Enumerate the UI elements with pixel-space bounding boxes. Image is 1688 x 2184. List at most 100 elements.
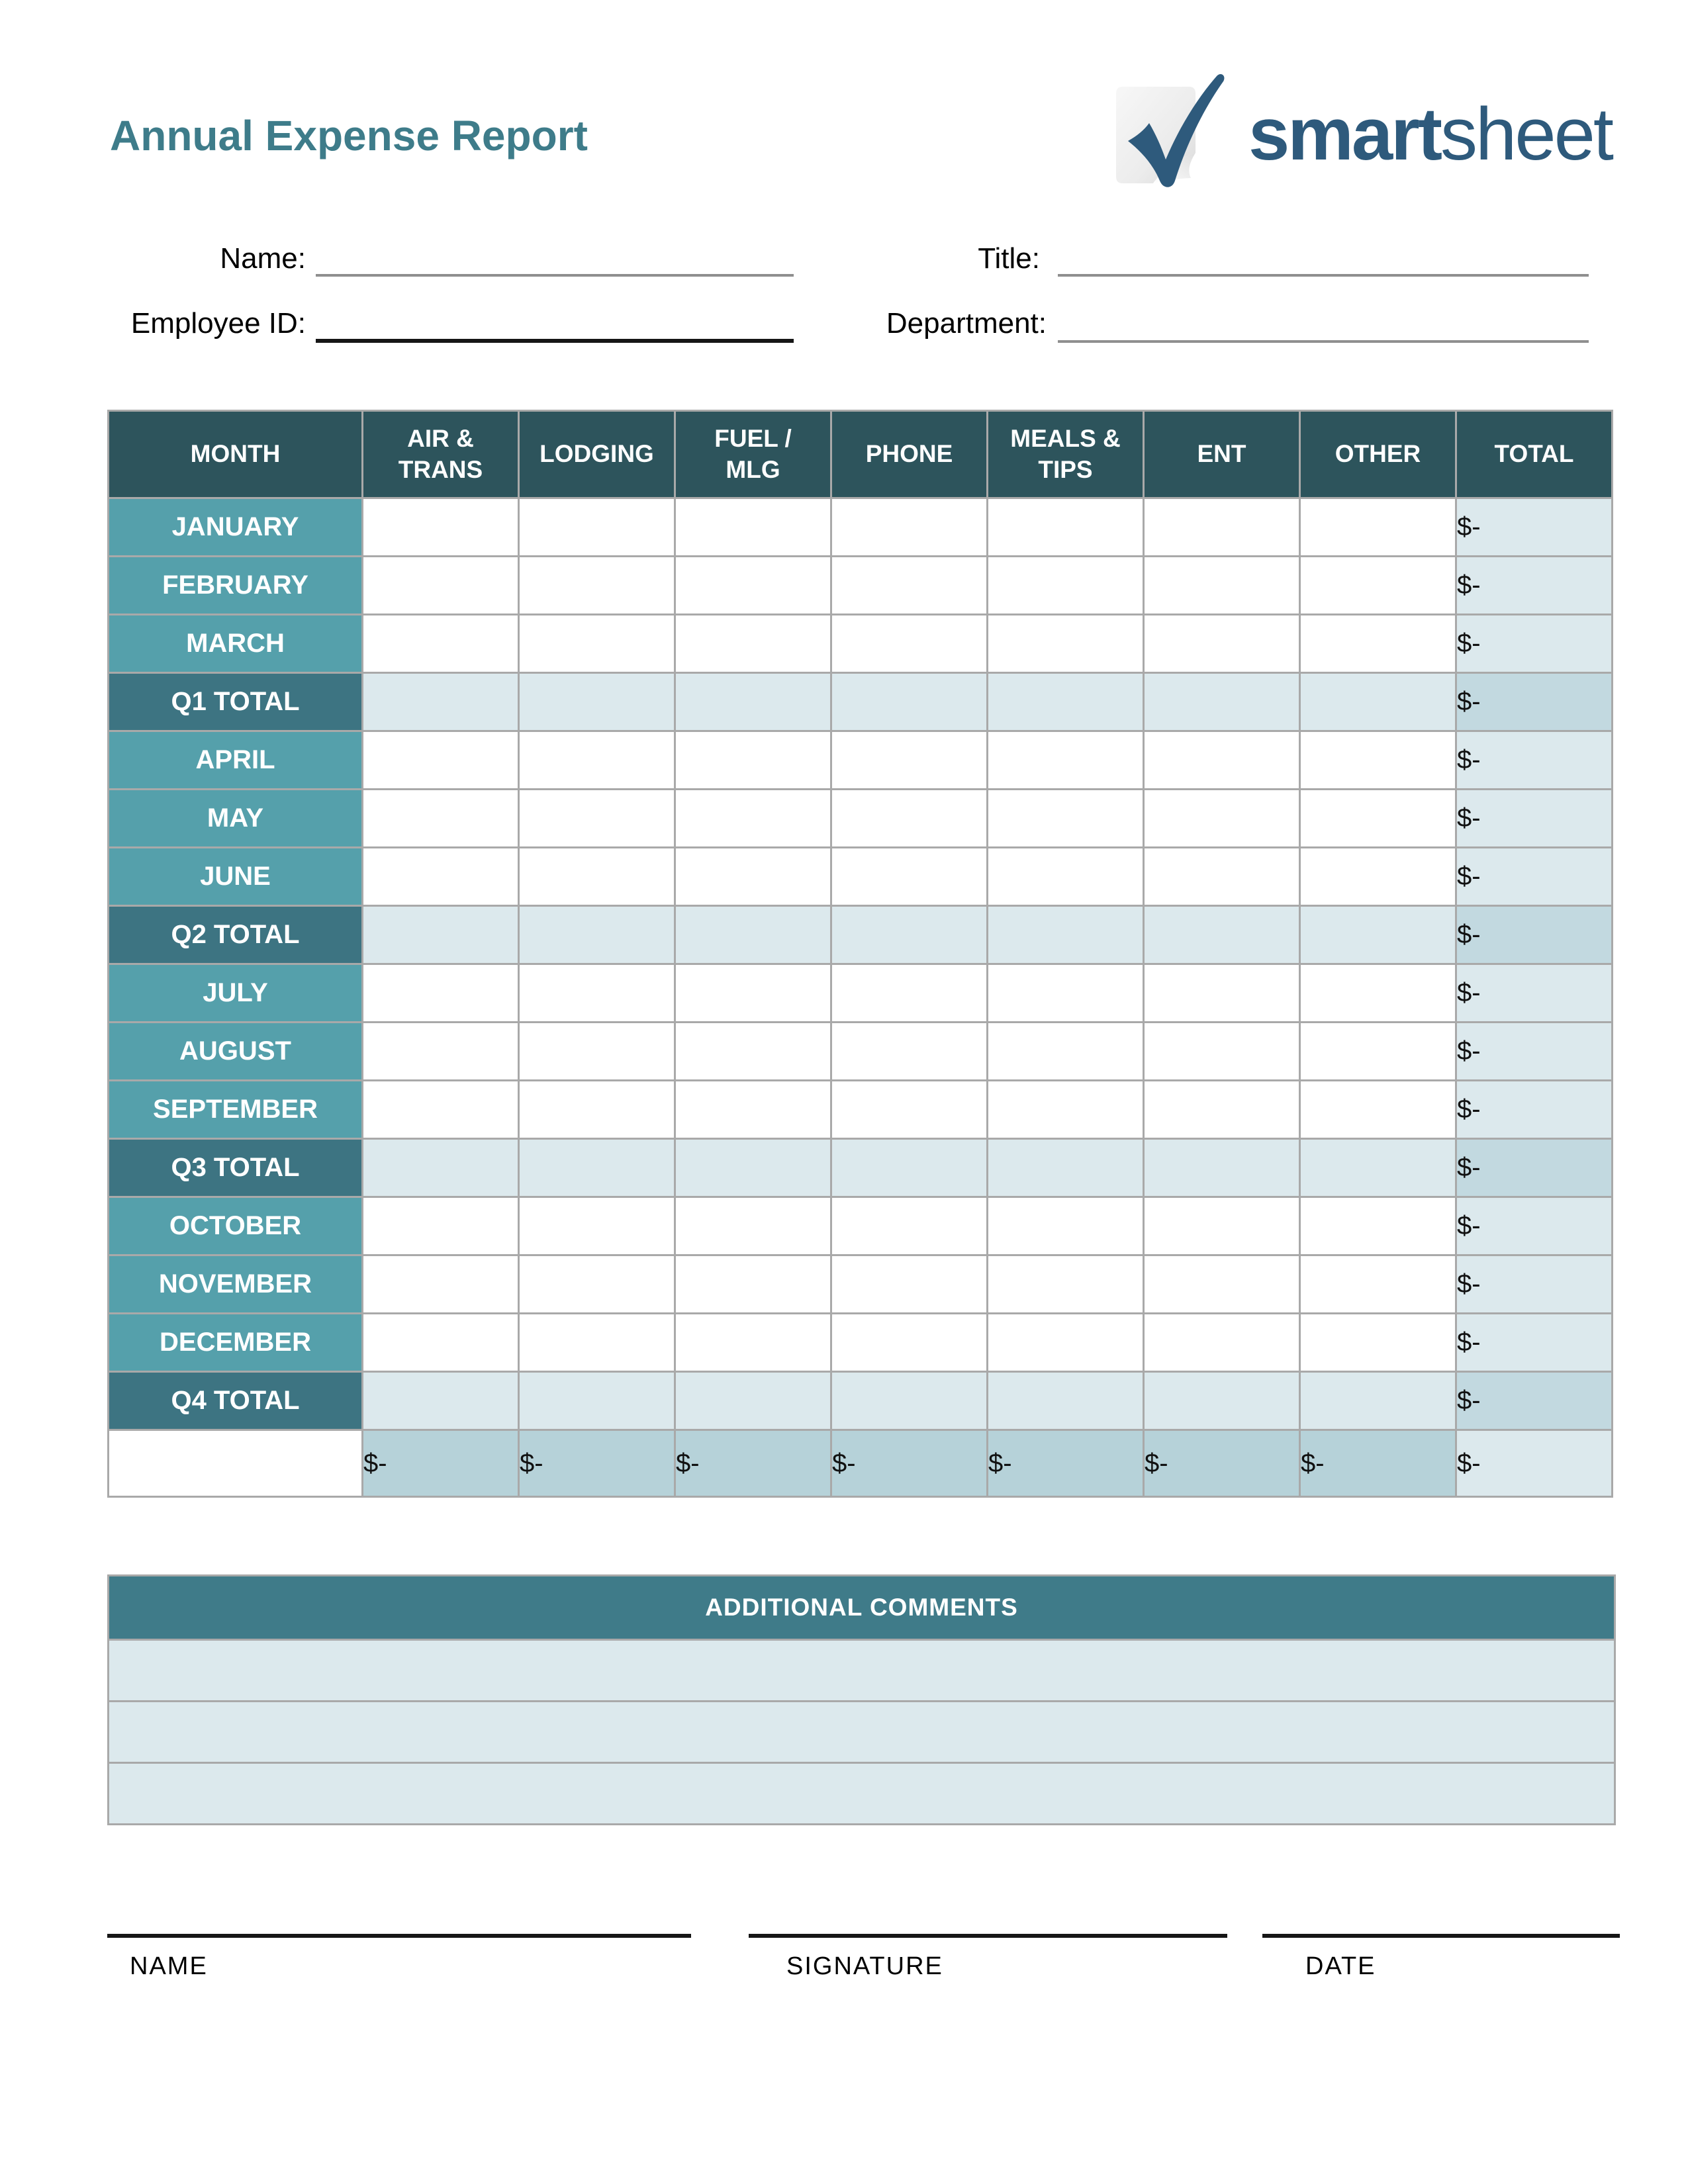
expense-input-cell[interactable] [986,963,1145,1023]
expense-input-cell[interactable] [986,1079,1145,1140]
expense-input-cell[interactable] [1143,1079,1301,1140]
expense-input-cell[interactable] [1143,614,1301,674]
expense-input-cell[interactable] [518,1196,676,1256]
expense-input-cell[interactable] [830,788,988,848]
expense-input-cell[interactable] [1299,497,1457,557]
expense-input-cell[interactable] [1143,846,1301,907]
expense-input-cell[interactable] [1143,730,1301,790]
expense-input-cell[interactable] [830,1196,988,1256]
expense-input-cell[interactable] [518,846,676,907]
expense-input-cell[interactable] [1143,1021,1301,1081]
expense-input-cell[interactable] [518,1254,676,1314]
expense-input-cell[interactable] [674,614,832,674]
expense-input-cell[interactable] [830,1312,988,1373]
signature-signature-line[interactable] [749,1934,1227,1938]
expense-input-cell[interactable] [1299,1079,1457,1140]
expense-input-cell[interactable] [1143,1254,1301,1314]
expense-input-cell[interactable] [830,846,988,907]
expense-input-cell[interactable] [1143,497,1301,557]
expense-input-cell[interactable] [986,1312,1145,1373]
expense-input-cell[interactable] [674,1312,832,1373]
expense-input-cell[interactable] [674,1254,832,1314]
expense-input-cell[interactable] [518,614,676,674]
expense-input-cell[interactable] [830,730,988,790]
expense-input-cell[interactable] [361,1021,520,1081]
expense-input-cell[interactable] [674,1079,832,1140]
expense-input-cell[interactable] [361,1196,520,1256]
expense-input-cell[interactable] [361,614,520,674]
expense-input-cell[interactable] [830,1254,988,1314]
expense-input-cell[interactable] [518,730,676,790]
expense-input-cell[interactable] [674,1196,832,1256]
title-input-line[interactable] [1058,274,1589,277]
expense-input-cell[interactable] [830,1079,988,1140]
expense-input-cell[interactable] [986,497,1145,557]
signature-name-line[interactable] [107,1934,691,1938]
expense-input-cell[interactable] [1299,614,1457,674]
expense-input-cell[interactable] [830,614,988,674]
signature-date-line[interactable] [1262,1934,1620,1938]
table-header-row: MONTH AIR & TRANS LODGING FUEL / MLG PHONE ME… [107,410,1613,499]
expense-input-cell[interactable] [830,963,988,1023]
expense-input-cell[interactable] [674,555,832,615]
expense-input-cell[interactable] [361,1312,520,1373]
department-input-line[interactable] [1058,340,1589,343]
expense-input-cell[interactable] [986,730,1145,790]
expense-input-cell[interactable] [518,1021,676,1081]
expense-input-cell[interactable] [830,1021,988,1081]
expense-input-cell[interactable] [361,963,520,1023]
expense-input-cell[interactable] [518,963,676,1023]
expense-input-cell[interactable] [361,846,520,907]
comment-row[interactable] [109,1700,1614,1762]
expense-input-cell[interactable] [674,846,832,907]
expense-input-cell[interactable] [986,555,1145,615]
expense-input-cell[interactable] [518,497,676,557]
expense-input-cell[interactable] [1299,730,1457,790]
expense-input-cell[interactable] [986,788,1145,848]
expense-input-cell[interactable] [1299,846,1457,907]
expense-input-cell[interactable] [986,1254,1145,1314]
expense-input-cell[interactable] [674,788,832,848]
comment-row[interactable] [109,1639,1614,1700]
expense-input-cell[interactable] [1299,555,1457,615]
expense-input-cell[interactable] [674,963,832,1023]
expense-input-cell[interactable] [986,614,1145,674]
expense-input-cell[interactable] [1299,1312,1457,1373]
expense-input-cell[interactable] [361,730,520,790]
quarter-subtotal-cell [518,1371,676,1431]
row-total-cell: $- [1455,497,1613,557]
expense-input-cell[interactable] [1299,1196,1457,1256]
expense-input-cell[interactable] [986,846,1145,907]
name-input-line[interactable] [316,274,794,277]
expense-input-cell[interactable] [518,555,676,615]
expense-input-cell[interactable] [518,1079,676,1140]
expense-input-cell[interactable] [1143,1312,1301,1373]
expense-input-cell[interactable] [830,497,988,557]
expense-input-cell[interactable] [674,1021,832,1081]
expense-input-cell[interactable] [361,1254,520,1314]
expense-input-cell[interactable] [361,555,520,615]
expense-input-cell[interactable] [986,1021,1145,1081]
annual-grand-total-cell: $- [1455,1429,1613,1498]
expense-input-cell[interactable] [1299,1021,1457,1081]
expense-input-cell[interactable] [1143,555,1301,615]
expense-input-cell[interactable] [361,497,520,557]
expense-input-cell[interactable] [361,788,520,848]
expense-input-cell[interactable] [1299,1254,1457,1314]
expense-input-cell[interactable] [361,1079,520,1140]
september-row: SEPTEMBER $- [107,1079,1613,1140]
expense-input-cell[interactable] [986,1196,1145,1256]
employee-id-input-line[interactable] [316,339,794,343]
expense-input-cell[interactable] [1143,963,1301,1023]
expense-input-cell[interactable] [518,788,676,848]
expense-input-cell[interactable] [1299,963,1457,1023]
expense-input-cell[interactable] [1143,788,1301,848]
expense-input-cell[interactable] [1299,788,1457,848]
expense-input-cell[interactable] [518,1312,676,1373]
expense-input-cell[interactable] [1143,1196,1301,1256]
quarter-subtotal-cell [518,905,676,965]
expense-input-cell[interactable] [674,497,832,557]
comment-row[interactable] [109,1762,1614,1823]
expense-input-cell[interactable] [674,730,832,790]
expense-input-cell[interactable] [830,555,988,615]
